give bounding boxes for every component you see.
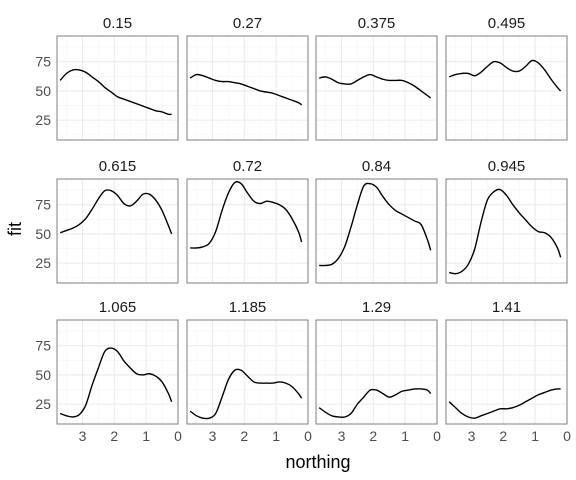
facet-label: 0.615 — [99, 158, 137, 175]
panel-border — [315, 319, 438, 425]
x-tick-label: 1 — [272, 428, 280, 444]
x-tick-label: 2 — [369, 428, 377, 444]
x-tick-label: 1 — [531, 428, 539, 444]
x-tick-label: 3 — [209, 428, 217, 444]
facet-label: 0.84 — [362, 158, 391, 175]
series-line — [319, 73, 432, 99]
facet-label: 1.065 — [99, 299, 137, 316]
y-tick-label: 75 — [35, 197, 51, 213]
y-tick-label: 50 — [35, 367, 51, 383]
panel-border — [56, 35, 179, 141]
x-tick-label: 0 — [304, 428, 312, 444]
panel-border — [186, 319, 309, 425]
y-tick-label: 50 — [35, 226, 51, 242]
x-axis-title: northing — [285, 452, 350, 472]
facet-label: 1.185 — [229, 299, 267, 316]
y-tick-label: 50 — [35, 83, 51, 99]
facet-label: 0.15 — [103, 15, 132, 32]
y-tick-label: 25 — [35, 396, 51, 412]
panel-border — [315, 35, 438, 141]
y-axis-title: fit — [5, 222, 25, 236]
facet-panel: 1.185 — [186, 299, 309, 425]
series-line — [448, 388, 561, 419]
facet-label: 1.41 — [492, 299, 521, 316]
x-tick-label: 1 — [142, 428, 150, 444]
facet-panels: 0.15 0.27 0.375 0.495 0.615 0.72 0.84 0.945 1.06… — [56, 15, 568, 425]
facet-panel: 0.945 — [445, 158, 568, 284]
y-tick-label: 75 — [35, 54, 51, 70]
facet-label: 0.375 — [358, 15, 396, 32]
y-tick-labels: 25 50 75 25 50 75 25 50 75 — [35, 54, 51, 412]
panel-border — [445, 178, 568, 284]
x-tick-label: 3 — [338, 428, 346, 444]
facet-panel: 0.72 — [186, 158, 309, 284]
facet-panel: 0.15 — [56, 15, 179, 141]
y-tick-label: 25 — [35, 255, 51, 271]
panel-border — [56, 319, 179, 425]
facet-panel: 0.84 — [315, 158, 438, 284]
series-line — [59, 68, 172, 116]
series-line — [448, 59, 562, 92]
series-line — [318, 388, 432, 418]
panel-border — [186, 35, 309, 141]
series-line — [319, 182, 432, 267]
x-tick-labels: 3 2 1 0 3 2 1 0 3 2 1 0 3 2 1 0 — [79, 428, 572, 444]
facet-panel: 1.29 — [315, 299, 438, 425]
x-tick-label: 0 — [433, 428, 441, 444]
x-tick-label: 0 — [174, 428, 182, 444]
x-tick-label: 2 — [240, 428, 248, 444]
facet-label: 0.72 — [233, 158, 262, 175]
facet-panel: 1.065 — [56, 299, 179, 425]
series-line — [189, 368, 303, 420]
facet-label: 1.29 — [362, 299, 391, 316]
x-tick-label: 3 — [79, 428, 87, 444]
series-line — [189, 73, 303, 106]
y-tick-label: 75 — [35, 338, 51, 354]
panel-border — [186, 178, 309, 284]
panel-border — [315, 178, 438, 284]
facet-label: 0.945 — [488, 158, 526, 175]
facet-panel: 1.41 — [445, 299, 568, 425]
series-line — [59, 189, 173, 235]
series-line — [59, 347, 173, 418]
x-tick-label: 1 — [401, 428, 409, 444]
facet-label: 0.27 — [233, 15, 262, 32]
series-line — [190, 181, 303, 249]
x-tick-label: 2 — [110, 428, 118, 444]
x-tick-label: 2 — [499, 428, 507, 444]
facet-label: 0.495 — [488, 15, 526, 32]
facet-panel: 0.375 — [315, 15, 438, 141]
x-tick-label: 0 — [563, 428, 571, 444]
facet-panel: 0.495 — [445, 15, 568, 141]
y-tick-label: 25 — [35, 112, 51, 128]
x-tick-label: 3 — [468, 428, 476, 444]
panel-border — [56, 178, 179, 284]
facet-panel: 0.615 — [56, 158, 179, 284]
panel-border — [445, 319, 568, 425]
facet-panel: 0.27 — [186, 15, 309, 141]
series-line — [449, 188, 562, 275]
panel-border — [445, 35, 568, 141]
